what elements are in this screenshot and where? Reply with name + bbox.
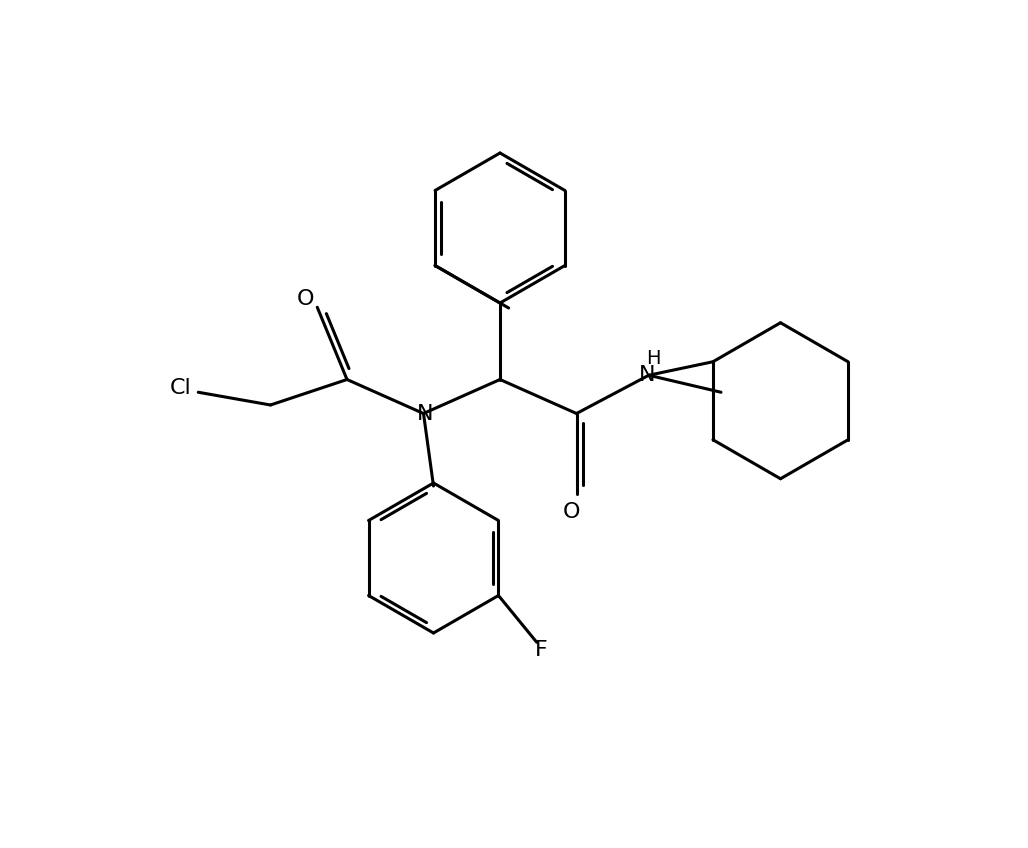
Text: Cl: Cl: [170, 378, 191, 399]
Text: O: O: [562, 502, 580, 522]
Text: H: H: [647, 349, 661, 368]
Text: F: F: [536, 640, 548, 661]
Text: N: N: [638, 365, 655, 385]
Text: N: N: [417, 404, 434, 423]
Text: O: O: [296, 289, 314, 310]
